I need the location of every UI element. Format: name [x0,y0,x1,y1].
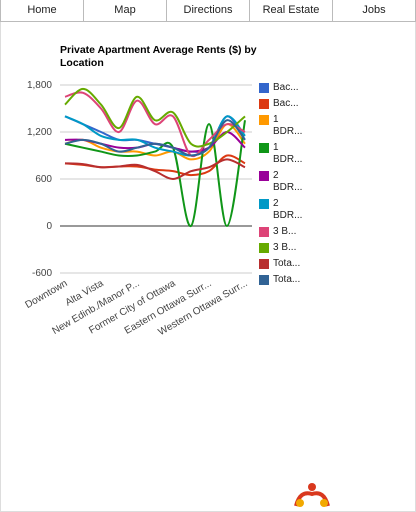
legend-swatch [259,259,269,269]
series-line [64,120,246,228]
legend-swatch [259,227,269,237]
legend-label: 1 BDR... [273,142,303,165]
legend-item: Bac... [259,82,319,94]
series-line [64,87,246,148]
legend-swatch [259,243,269,253]
legend-swatch [259,115,269,125]
nav-bar: Home Map Directions Real Estate Jobs [0,0,416,22]
y-tick-label: -600 [32,268,52,279]
legend-label: Bac... [273,82,299,93]
y-tick-label: 600 [35,174,52,185]
x-tick-label: Downtown [24,278,70,311]
legend-item: 3 B... [259,242,319,254]
nav-tab[interactable]: Directions [167,0,250,21]
series-line [64,91,246,158]
y-tick-label: 1,200 [27,127,52,138]
legend-swatch [259,199,269,209]
legend-label: 1 BDR... [273,114,303,137]
legend-label: Tota... [273,274,301,285]
legend-item: 2 BDR... [259,198,319,222]
nav-tab[interactable]: Map [84,0,167,21]
legend-item: Bac... [259,98,319,110]
legend-swatch [259,143,269,153]
legend: Bac... Bac... 1 BDR... 1 BDR... 2 BDR... 2 BD… [259,82,319,290]
logo [294,483,330,507]
legend-swatch [259,83,269,93]
legend-item: 1 BDR... [259,142,319,166]
legend-label: 2 BDR... [273,170,303,193]
legend-item: 3 B... [259,226,319,238]
legend-label: Bac... [273,98,299,109]
legend-item: 2 BDR... [259,170,319,194]
series-line [64,119,246,157]
legend-swatch [259,275,269,285]
y-tick-label: 0 [46,221,52,232]
nav-tab[interactable]: Real Estate [250,0,333,21]
legend-item: Tota... [259,274,319,286]
series-line [64,158,246,181]
legend-swatch [259,99,269,109]
y-tick-label: 1,800 [27,80,52,91]
legend-label: 3 B... [273,242,297,253]
legend-item: Tota... [259,258,319,270]
chart-title: Private Apartment Average Rents ($) by L… [60,44,257,69]
nav-tab[interactable]: Jobs [362,4,386,16]
legend-swatch [259,171,269,181]
legend-item: 1 BDR... [259,114,319,138]
legend-label: Tota... [273,258,301,269]
legend-label: 3 B... [273,226,297,237]
nav-tab[interactable]: Home [1,0,84,21]
legend-label: 2 BDR... [273,198,303,221]
